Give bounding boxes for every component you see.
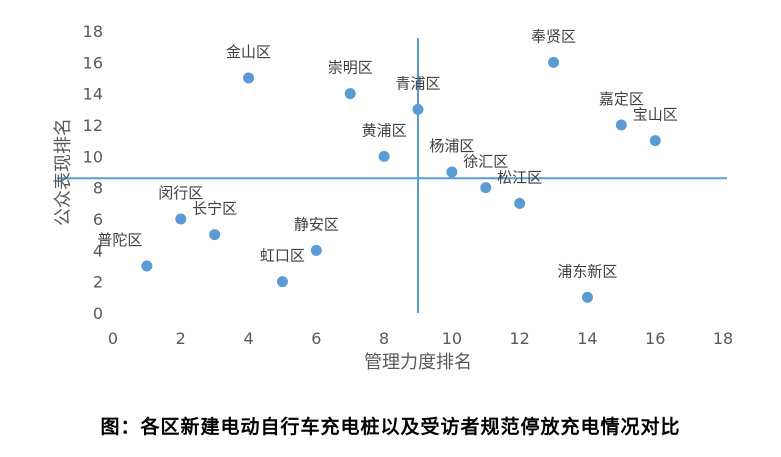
figure-caption: 图：各区新建电动自行车充电桩以及受访者规范停放充电情况对比 bbox=[100, 416, 681, 438]
x-tick-label-7: 14 bbox=[577, 329, 597, 348]
point-label-3: 金山区 bbox=[226, 43, 271, 61]
data-point-9 bbox=[446, 166, 458, 178]
point-label-2: 长宁区 bbox=[192, 200, 237, 218]
data-points bbox=[141, 56, 661, 303]
data-point-13 bbox=[581, 291, 593, 303]
scatter-chart: 0 2 4 6 8 10 12 14 16 18 0 2 4 6 8 10 12 14 16 18 普陀区 闵行区长宁… bbox=[53, 22, 733, 373]
x-tick-label-5: 10 bbox=[442, 329, 462, 348]
point-label-15: 宝山区 bbox=[633, 106, 678, 124]
y-tick-label-0: 0 bbox=[93, 304, 103, 323]
point-label-0: 普陀区 bbox=[97, 231, 142, 249]
x-tick-label-9: 18 bbox=[713, 329, 733, 348]
x-tick-labels: 0 2 4 6 8 10 12 14 16 18 bbox=[108, 329, 733, 348]
y-tick-label-2: 4 bbox=[93, 241, 103, 260]
data-point-12 bbox=[548, 56, 560, 68]
x-tick-label-3: 6 bbox=[311, 329, 321, 348]
point-label-6: 崇明区 bbox=[328, 59, 373, 77]
data-point-0 bbox=[141, 260, 153, 272]
data-point-7 bbox=[378, 150, 390, 162]
point-label-9: 杨浦区 bbox=[429, 137, 474, 155]
x-tick-label-1: 2 bbox=[176, 329, 186, 348]
point-label-13: 浦东新区 bbox=[557, 262, 617, 280]
x-axis-title: 管理力度排名 bbox=[364, 352, 472, 373]
y-tick-label-6: 12 bbox=[83, 116, 103, 135]
y-tick-label-9: 18 bbox=[83, 22, 103, 41]
y-axis-title: 公众表现排名 bbox=[53, 118, 74, 226]
data-point-3 bbox=[243, 72, 255, 84]
x-tick-label-0: 0 bbox=[108, 329, 118, 348]
point-label-12: 奉贤区 bbox=[531, 27, 576, 45]
point-label-8: 青浦区 bbox=[395, 74, 440, 92]
y-tick-label-3: 6 bbox=[93, 210, 103, 229]
data-point-15 bbox=[649, 135, 661, 147]
data-point-11 bbox=[514, 197, 526, 209]
data-point-1 bbox=[175, 213, 187, 225]
point-label-7: 黄浦区 bbox=[362, 121, 407, 139]
data-point-4 bbox=[276, 276, 288, 288]
data-point-5 bbox=[310, 244, 322, 256]
x-tick-label-2: 4 bbox=[243, 329, 253, 348]
point-label-4: 虹口区 bbox=[260, 247, 305, 265]
data-point-14 bbox=[615, 119, 627, 131]
point-label-11: 松江区 bbox=[497, 168, 542, 186]
data-point-10 bbox=[480, 182, 492, 194]
data-point-8 bbox=[412, 103, 424, 115]
data-point-6 bbox=[344, 88, 356, 100]
y-tick-labels: 0 2 4 6 8 10 12 14 16 18 bbox=[83, 22, 103, 323]
x-tick-label-8: 16 bbox=[645, 329, 665, 348]
y-tick-label-4: 8 bbox=[93, 179, 103, 198]
y-tick-label-7: 14 bbox=[83, 85, 103, 104]
point-label-1: 闵行区 bbox=[158, 184, 203, 202]
y-tick-label-1: 2 bbox=[93, 273, 103, 292]
x-tick-label-6: 12 bbox=[509, 329, 529, 348]
point-label-10: 徐汇区 bbox=[463, 153, 508, 171]
y-tick-label-8: 16 bbox=[83, 53, 103, 72]
point-label-14: 嘉定区 bbox=[599, 90, 644, 108]
data-point-2 bbox=[209, 229, 221, 241]
x-tick-label-4: 8 bbox=[379, 329, 389, 348]
y-tick-label-5: 10 bbox=[83, 147, 103, 166]
point-label-5: 静安区 bbox=[294, 215, 339, 233]
